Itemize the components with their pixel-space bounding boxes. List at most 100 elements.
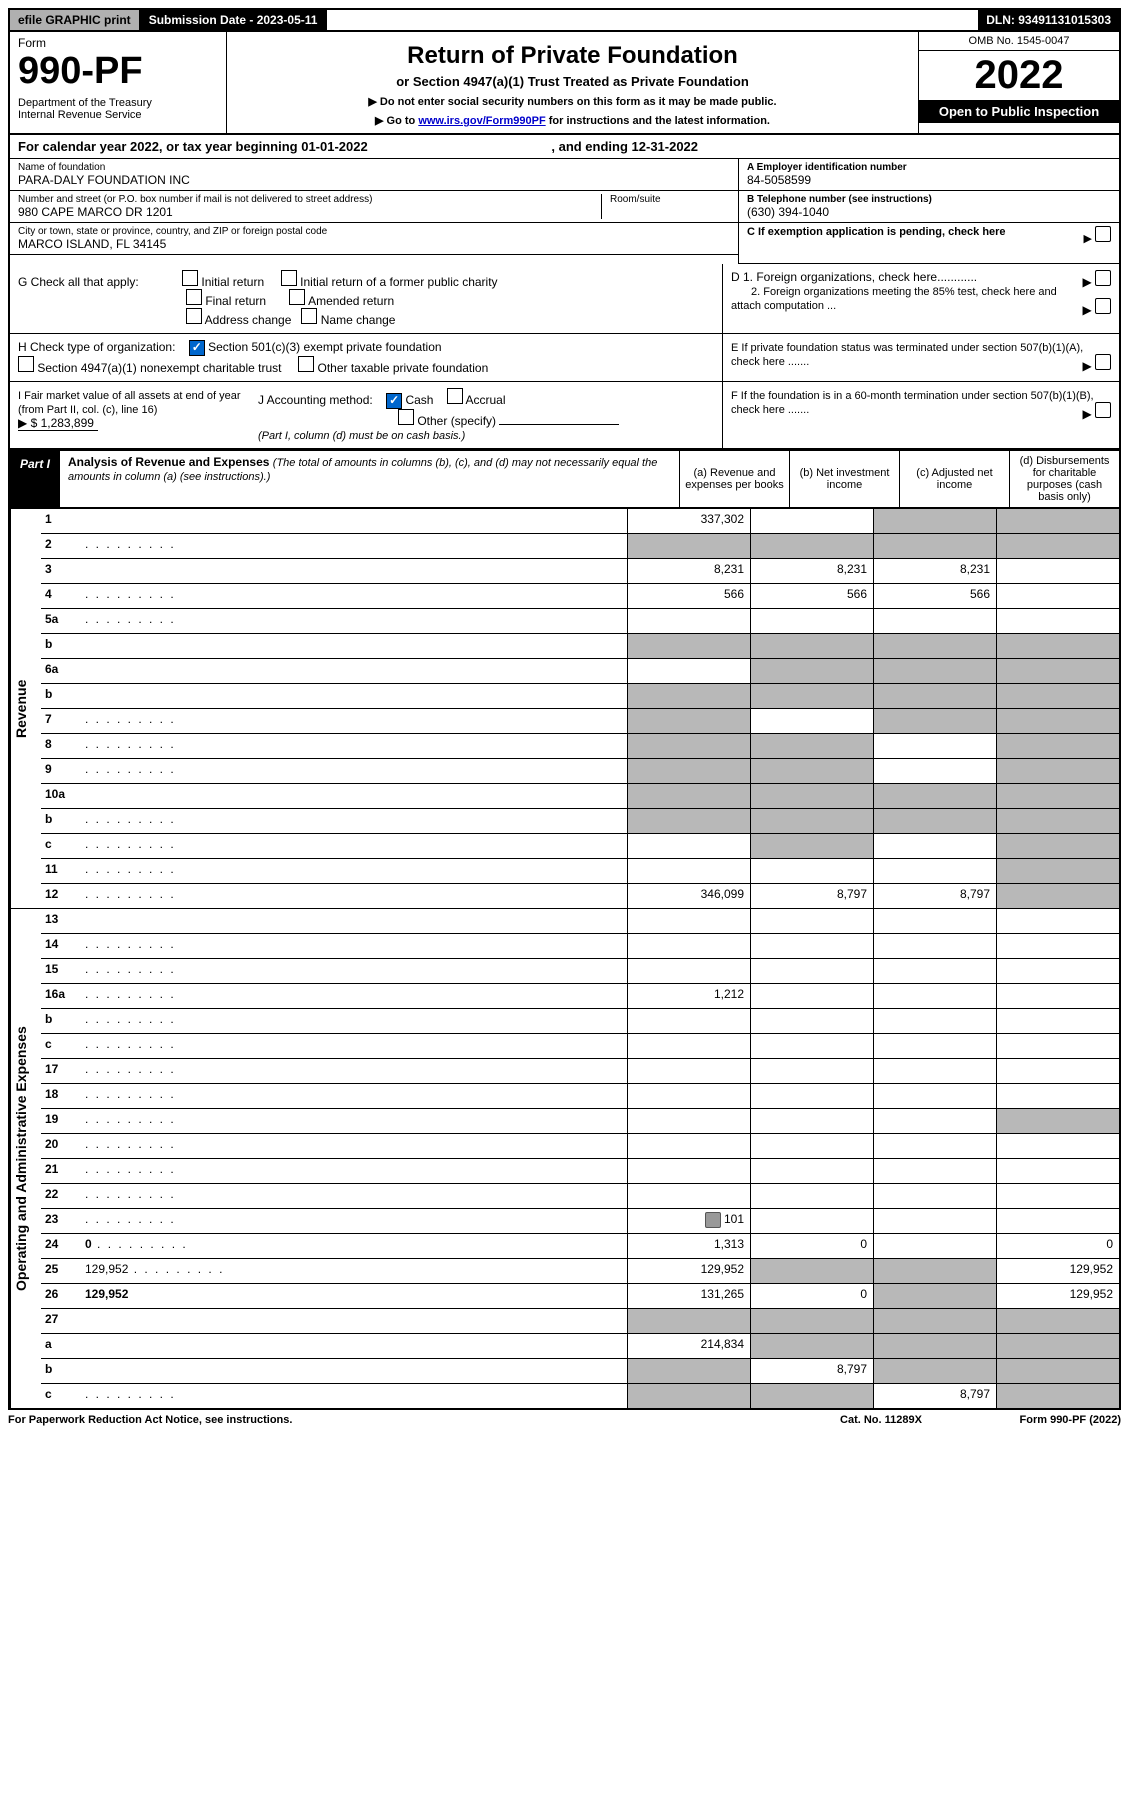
calendar-year-row: For calendar year 2022, or tax year begi… bbox=[8, 135, 1121, 159]
accrual-cb[interactable] bbox=[447, 388, 463, 404]
cell-c bbox=[873, 859, 996, 883]
row-number: 19 bbox=[41, 1109, 81, 1133]
cell-d bbox=[996, 1059, 1119, 1083]
cell-a: 129,952 bbox=[627, 1259, 750, 1283]
initial-return-cb[interactable] bbox=[182, 270, 198, 286]
501c3-cb[interactable]: ✓ bbox=[189, 340, 205, 356]
row-desc bbox=[81, 584, 627, 608]
e-label: E If private foundation status was termi… bbox=[731, 342, 1083, 368]
cell-a: 101 bbox=[627, 1209, 750, 1233]
cash-cb[interactable]: ✓ bbox=[386, 393, 402, 409]
h-label: H Check type of organization: bbox=[18, 340, 175, 354]
table-row: b bbox=[41, 634, 1119, 659]
row-desc bbox=[81, 784, 627, 808]
cell-a bbox=[627, 1084, 750, 1108]
part-label: Part I bbox=[10, 451, 60, 507]
table-row: 19 bbox=[41, 1109, 1119, 1134]
row-desc bbox=[81, 534, 627, 558]
cell-b bbox=[750, 1009, 873, 1033]
row-desc bbox=[81, 959, 627, 983]
cell-b bbox=[750, 1334, 873, 1358]
other-taxable-cb[interactable] bbox=[298, 356, 314, 372]
footer-mid: Cat. No. 11289X bbox=[801, 1414, 961, 1426]
row-number: 5a bbox=[41, 609, 81, 633]
row-number: 20 bbox=[41, 1134, 81, 1158]
ein-cell: A Employer identification number 84-5058… bbox=[739, 159, 1119, 191]
row-desc bbox=[81, 859, 627, 883]
d1-cb[interactable] bbox=[1095, 270, 1111, 286]
initial-former-cb[interactable] bbox=[281, 270, 297, 286]
cell-d bbox=[996, 1009, 1119, 1033]
col-b-header: (b) Net investment income bbox=[789, 451, 899, 507]
cell-a bbox=[627, 1034, 750, 1058]
cell-a bbox=[627, 784, 750, 808]
cell-a bbox=[627, 809, 750, 833]
cell-d bbox=[996, 509, 1119, 533]
cell-d bbox=[996, 534, 1119, 558]
cell-d: 129,952 bbox=[996, 1284, 1119, 1308]
cell-c bbox=[873, 809, 996, 833]
e-cb[interactable] bbox=[1095, 354, 1111, 370]
top-bar: efile GRAPHIC print Submission Date - 20… bbox=[8, 8, 1121, 32]
attachment-icon[interactable] bbox=[705, 1212, 721, 1228]
amended-cb[interactable] bbox=[289, 289, 305, 305]
row-number: 12 bbox=[41, 884, 81, 908]
form-subtitle: or Section 4947(a)(1) Trust Treated as P… bbox=[233, 74, 912, 89]
cell-c bbox=[873, 759, 996, 783]
row-desc bbox=[81, 1034, 627, 1058]
row-desc bbox=[81, 834, 627, 858]
f-cb[interactable] bbox=[1095, 402, 1111, 418]
info-block: Name of foundation PARA-DALY FOUNDATION … bbox=[8, 159, 1121, 264]
cell-c bbox=[873, 1359, 996, 1383]
part-title: Analysis of Revenue and Expenses bbox=[68, 455, 269, 469]
cell-c bbox=[873, 659, 996, 683]
c-checkbox[interactable] bbox=[1095, 226, 1111, 242]
h-opt-1: Section 4947(a)(1) nonexempt charitable … bbox=[37, 361, 281, 375]
4947-cb[interactable] bbox=[18, 356, 34, 372]
table-row: 17 bbox=[41, 1059, 1119, 1084]
submission-date: Submission Date - 2023-05-11 bbox=[141, 10, 328, 30]
tax-year: 2022 bbox=[919, 51, 1119, 100]
cell-c bbox=[873, 1034, 996, 1058]
cell-b bbox=[750, 1209, 873, 1233]
table-row: b bbox=[41, 1009, 1119, 1034]
cell-a bbox=[627, 534, 750, 558]
row-desc bbox=[81, 1184, 627, 1208]
row-number: 24 bbox=[41, 1234, 81, 1258]
dept-label: Department of the Treasury Internal Reve… bbox=[18, 97, 218, 121]
name-change-cb[interactable] bbox=[301, 308, 317, 324]
col-c-header: (c) Adjusted net income bbox=[899, 451, 1009, 507]
cell-a bbox=[627, 634, 750, 658]
note-1: ▶ Do not enter social security numbers o… bbox=[233, 95, 912, 108]
note2-pre: ▶ Go to bbox=[375, 115, 418, 127]
cell-d bbox=[996, 1109, 1119, 1133]
d2-cb[interactable] bbox=[1095, 298, 1111, 314]
cell-b bbox=[750, 1309, 873, 1333]
cell-d bbox=[996, 1309, 1119, 1333]
address-change-cb[interactable] bbox=[186, 308, 202, 324]
row-number: c bbox=[41, 834, 81, 858]
row-number: 18 bbox=[41, 1084, 81, 1108]
row-number: 8 bbox=[41, 734, 81, 758]
row-number: 27 bbox=[41, 1309, 81, 1333]
table-row: 12346,0998,7978,797 bbox=[41, 884, 1119, 908]
final-return-cb[interactable] bbox=[186, 289, 202, 305]
row-number: b bbox=[41, 1359, 81, 1383]
foundation-name-cell: Name of foundation PARA-DALY FOUNDATION … bbox=[10, 159, 738, 191]
irs-link[interactable]: www.irs.gov/Form990PF bbox=[418, 115, 545, 127]
cell-b bbox=[750, 759, 873, 783]
c-label: C If exemption application is pending, c… bbox=[747, 226, 1006, 238]
g-label: G Check all that apply: bbox=[18, 275, 139, 289]
row-number: 21 bbox=[41, 1159, 81, 1183]
table-row: a214,834 bbox=[41, 1334, 1119, 1359]
cell-b bbox=[750, 1159, 873, 1183]
table-row: 11 bbox=[41, 859, 1119, 884]
other-method-cb[interactable] bbox=[398, 409, 414, 425]
table-row: 4566566566 bbox=[41, 584, 1119, 609]
g-row: G Check all that apply: Initial return I… bbox=[8, 264, 1121, 334]
row-number: 23 bbox=[41, 1209, 81, 1233]
cell-d bbox=[996, 884, 1119, 908]
row-number: 14 bbox=[41, 934, 81, 958]
table-row: 38,2318,2318,231 bbox=[41, 559, 1119, 584]
efile-print-button[interactable]: efile GRAPHIC print bbox=[10, 10, 141, 30]
